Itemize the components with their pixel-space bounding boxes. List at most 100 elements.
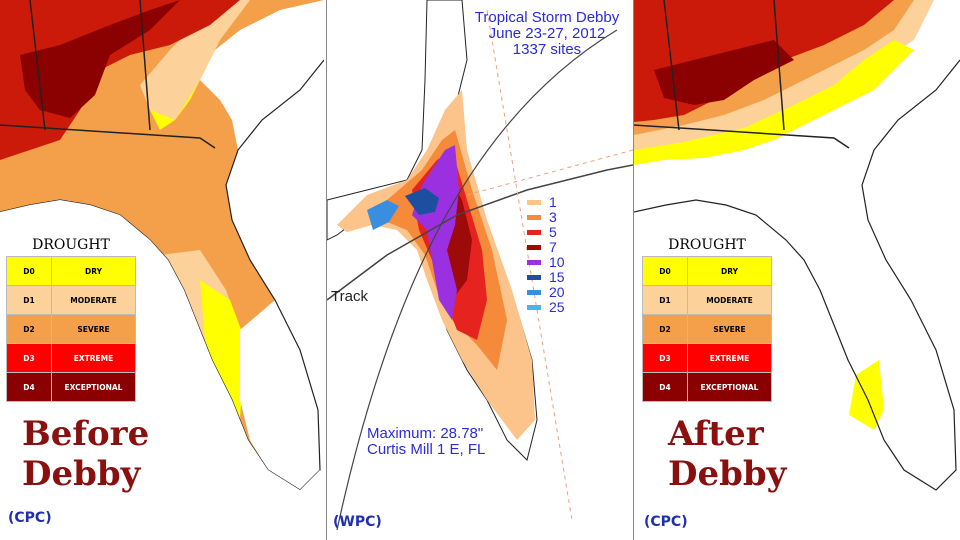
d4-area [20,0,180,118]
rain-value: 20 [549,284,565,300]
after-source: (CPC) [644,514,688,530]
after-label-line2: Debby [668,454,787,494]
rainfall-source: (WPC) [333,514,382,530]
rain-scale-row: 3 [523,210,633,225]
legend-row-d2: D2 SEVERE [6,314,136,344]
coastline [634,59,960,491]
d1-area [140,0,250,120]
no-drought-south [240,300,320,490]
track-dashed-2 [466,149,633,196]
storm-title-line3: 1337 sites [512,41,582,58]
before-label: Before Debby [22,414,149,494]
rain-15in [405,188,439,215]
drought-legend: DROUGHT D0 DRY D1 MODERATE D2 SEVERE D3 … [642,234,772,402]
before-label-line1: Before [22,414,150,454]
storm-title-line2: June 23-27, 2012 [488,25,606,42]
legend-label: SEVERE [51,314,136,344]
rain-value: 10 [549,254,565,270]
legend-title: DROUGHT [668,237,746,253]
after-debby-panel: DROUGHT D0 DRY D1 MODERATE D2 SEVERE D3 … [634,0,960,540]
legend-label: EXTREME [51,343,136,373]
after-drought-map [634,0,960,491]
rain-scale-row: 20 [523,285,633,300]
rainfall-map [327,0,633,531]
legend-code: D1 [642,285,688,315]
legend-code: D3 [642,343,688,373]
rain-scale-row: 25 [523,300,633,315]
rain-scale-row: 7 [523,240,633,255]
rain-swatch [527,290,541,295]
legend-table: D0 DRY D1 MODERATE D2 SEVERE D3 EXTREME … [642,256,772,402]
rainfall-panel: Tropical Storm Debby June 23-27, 2012 13… [326,0,634,540]
legend-row-d1: D1 MODERATE [642,285,772,315]
rain-scale-row: 10 [523,255,633,270]
d0-band [634,40,914,165]
storm-track-arc [336,29,618,531]
rain-value: 5 [549,224,557,240]
storm-track [327,164,633,301]
before-debby-panel: DROUGHT D0 DRY D1 MODERATE D2 SEVERE D3 … [0,0,324,540]
legend-label: EXCEPTIONAL [51,372,136,402]
legend-row-d2: D2 SEVERE [642,314,772,344]
after-label: After Debby [668,414,786,494]
legend-label: EXTREME [687,343,772,373]
max-rain-line1: Maximum: 28.78" [367,425,484,442]
legend-table: D0 DRY D1 MODERATE D2 SEVERE D3 EXTREME … [6,256,136,402]
legend-label: DRY [687,256,772,286]
legend-code: D4 [6,372,52,402]
storm-title: Tropical Storm Debby June 23-27, 2012 13… [467,10,627,58]
legend-code: D0 [6,256,52,286]
legend-label: SEVERE [687,314,772,344]
legend-label: DRY [51,256,136,286]
rain-scale-row: 1 [523,195,633,210]
rain-value: 1 [549,194,557,210]
legend-code: D4 [642,372,688,402]
max-rain-line2: Curtis Mill 1 E, FL [367,441,486,458]
legend-row-d3: D3 EXTREME [642,343,772,373]
d0-south [849,360,884,430]
rain-swatch [527,260,541,265]
rain-swatch [527,275,541,280]
rain-scale: 1 3 5 7 10 15 20 25 [523,195,633,315]
no-drought-area [200,0,324,150]
before-source: (CPC) [8,510,52,526]
before-label-line2: Debby [22,454,141,494]
after-label-line1: After [668,414,764,454]
legend-title: DROUGHT [32,237,110,253]
legend-code: D2 [6,314,52,344]
rain-swatch [527,215,541,220]
rain-scale-row: 15 [523,270,633,285]
legend-row-d0: D0 DRY [642,256,772,286]
before-drought-map [0,0,324,540]
rain-swatch [527,230,541,235]
track-label: Track [331,288,368,305]
d4-area [654,40,794,105]
track-dashed [486,9,573,521]
rain-swatch [527,245,541,250]
rain-value: 3 [549,209,557,225]
rain-value: 25 [549,299,565,315]
rain-value: 15 [549,269,565,285]
rain-value: 7 [549,239,557,255]
state-boundary [0,0,216,149]
rain-scale-row: 5 [523,225,633,240]
drought-legend: DROUGHT D0 DRY D1 MODERATE D2 SEVERE D3 … [6,234,136,402]
legend-label: EXCEPTIONAL [687,372,772,402]
legend-label: MODERATE [51,285,136,315]
legend-row-d0: D0 DRY [6,256,136,286]
legend-label: MODERATE [687,285,772,315]
rain-swatch [527,200,541,205]
d3-area [0,0,240,160]
rain-20in [367,200,399,230]
rain-swatch [527,305,541,310]
legend-code: D2 [642,314,688,344]
storm-title-line1: Tropical Storm Debby [474,9,620,26]
legend-code: D0 [642,256,688,286]
max-rain-label: Maximum: 28.78" Curtis Mill 1 E, FL [367,426,485,458]
legend-code: D3 [6,343,52,373]
legend-row-d4: D4 EXCEPTIONAL [6,372,136,402]
state-boundary [634,0,850,149]
legend-row-d1: D1 MODERATE [6,285,136,315]
legend-row-d3: D3 EXTREME [6,343,136,373]
legend-row-d4: D4 EXCEPTIONAL [642,372,772,402]
